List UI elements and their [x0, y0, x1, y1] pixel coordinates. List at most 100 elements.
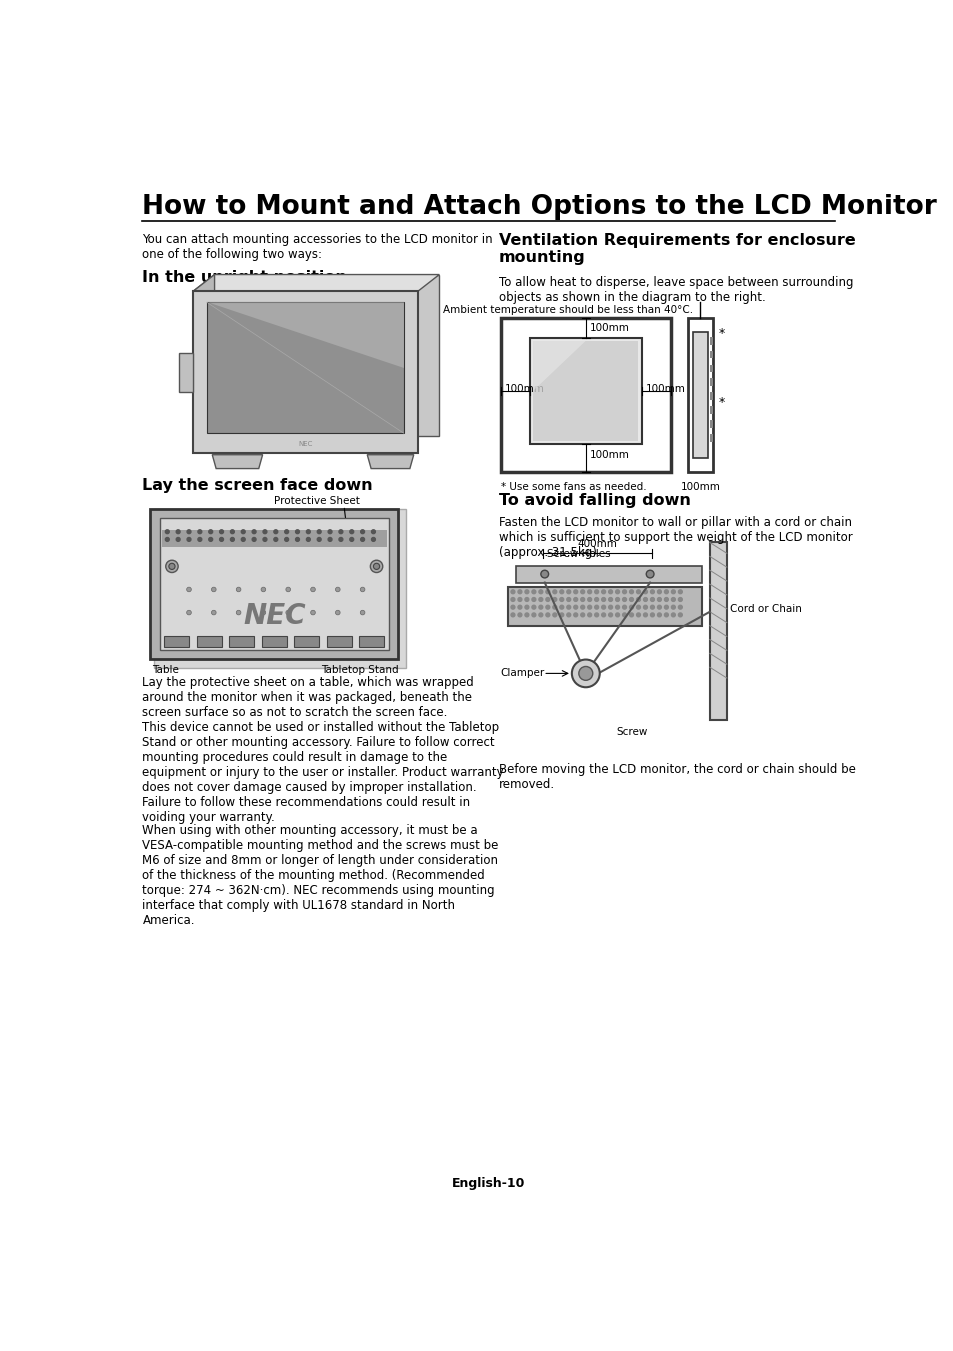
Circle shape — [587, 605, 591, 609]
Circle shape — [594, 597, 598, 601]
Text: Lay the screen face down: Lay the screen face down — [142, 478, 373, 493]
Circle shape — [559, 613, 563, 617]
Circle shape — [643, 590, 647, 593]
Text: Tabletop Stand: Tabletop Stand — [320, 665, 397, 676]
Text: You can attach mounting accessories to the LCD monitor in
one of the following t: You can attach mounting accessories to t… — [142, 232, 493, 261]
Bar — [709, 407, 712, 413]
Circle shape — [338, 530, 342, 534]
Bar — [500, 317, 670, 471]
Circle shape — [511, 590, 515, 593]
Circle shape — [608, 590, 612, 593]
Circle shape — [587, 590, 591, 593]
Text: Screw Holes: Screw Holes — [546, 550, 610, 559]
Circle shape — [538, 613, 542, 617]
Circle shape — [511, 613, 515, 617]
Circle shape — [532, 613, 536, 617]
Circle shape — [622, 590, 626, 593]
Circle shape — [657, 613, 660, 617]
Circle shape — [650, 605, 654, 609]
Text: Table: Table — [152, 665, 178, 676]
Bar — [229, 636, 253, 647]
Circle shape — [165, 530, 169, 534]
Circle shape — [622, 613, 626, 617]
Circle shape — [197, 530, 202, 534]
Polygon shape — [214, 274, 439, 436]
Circle shape — [671, 597, 675, 601]
Text: English-10: English-10 — [452, 1177, 525, 1190]
Circle shape — [532, 597, 536, 601]
Circle shape — [261, 588, 266, 592]
Circle shape — [306, 538, 310, 542]
Polygon shape — [193, 274, 439, 292]
Circle shape — [636, 613, 639, 617]
Circle shape — [371, 530, 375, 534]
Circle shape — [524, 605, 528, 609]
Circle shape — [328, 538, 332, 542]
Circle shape — [350, 530, 354, 534]
Circle shape — [615, 597, 618, 601]
Circle shape — [317, 530, 321, 534]
Circle shape — [165, 538, 169, 542]
Circle shape — [553, 590, 557, 593]
Circle shape — [580, 590, 584, 593]
Circle shape — [664, 605, 668, 609]
Circle shape — [538, 590, 542, 593]
Circle shape — [284, 530, 289, 534]
Circle shape — [573, 605, 578, 609]
Circle shape — [622, 597, 626, 601]
Text: *: * — [719, 327, 724, 339]
Circle shape — [566, 605, 570, 609]
Circle shape — [373, 563, 379, 570]
Text: This device cannot be used or installed without the Tabletop
Stand or other moun: This device cannot be used or installed … — [142, 721, 503, 824]
Bar — [162, 530, 386, 547]
Bar — [709, 420, 712, 428]
Circle shape — [559, 597, 563, 601]
Circle shape — [338, 538, 342, 542]
Circle shape — [236, 588, 241, 592]
Circle shape — [197, 538, 202, 542]
Circle shape — [573, 597, 578, 601]
Circle shape — [594, 590, 598, 593]
Circle shape — [517, 613, 521, 617]
Circle shape — [219, 530, 223, 534]
Circle shape — [559, 590, 563, 593]
Circle shape — [643, 597, 647, 601]
Bar — [150, 508, 397, 659]
Circle shape — [545, 597, 549, 601]
Circle shape — [636, 590, 639, 593]
Circle shape — [540, 570, 548, 578]
Circle shape — [601, 590, 605, 593]
Circle shape — [664, 597, 668, 601]
Circle shape — [650, 590, 654, 593]
Bar — [159, 517, 389, 650]
Circle shape — [601, 613, 605, 617]
Circle shape — [629, 597, 633, 601]
Circle shape — [286, 588, 291, 592]
Circle shape — [252, 530, 255, 534]
Circle shape — [566, 613, 570, 617]
Bar — [294, 636, 319, 647]
Circle shape — [545, 613, 549, 617]
Circle shape — [594, 613, 598, 617]
Bar — [516, 566, 701, 582]
Circle shape — [284, 538, 289, 542]
Circle shape — [274, 538, 277, 542]
Circle shape — [671, 605, 675, 609]
Text: * Use some fans as needed.: * Use some fans as needed. — [500, 482, 645, 493]
Circle shape — [573, 590, 578, 593]
Circle shape — [209, 530, 213, 534]
Circle shape — [587, 613, 591, 617]
Bar — [533, 340, 638, 440]
Circle shape — [212, 611, 216, 615]
Circle shape — [187, 611, 192, 615]
Polygon shape — [207, 303, 403, 434]
Polygon shape — [193, 274, 214, 453]
Circle shape — [580, 597, 584, 601]
Text: *: * — [719, 396, 724, 409]
Circle shape — [176, 538, 180, 542]
Circle shape — [295, 538, 299, 542]
Text: Before moving the LCD monitor, the cord or chain should be
removed.: Before moving the LCD monitor, the cord … — [498, 763, 855, 790]
Circle shape — [601, 597, 605, 601]
Circle shape — [608, 597, 612, 601]
Text: Clamper: Clamper — [500, 669, 544, 678]
